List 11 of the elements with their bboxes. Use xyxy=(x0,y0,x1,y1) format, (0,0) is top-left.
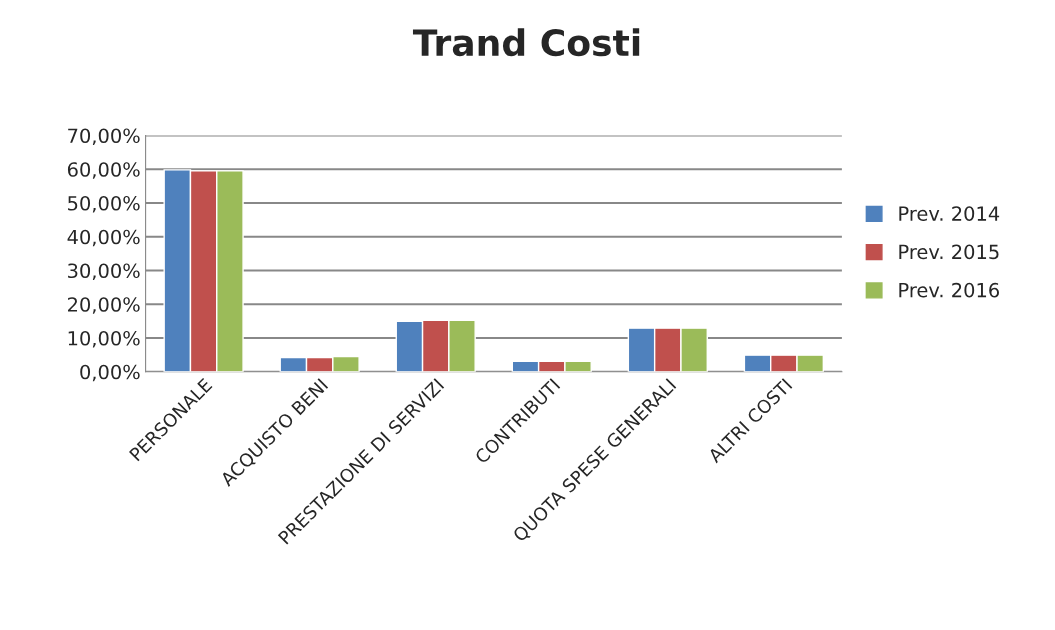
y-tick-label: 40,00% xyxy=(67,229,140,247)
y-tick-label: 50,00% xyxy=(68,195,140,213)
y-tick-label: 70,00% xyxy=(68,128,140,146)
legend-label: Prev. 2015 xyxy=(899,244,999,260)
legend-label: Prev. 2014 xyxy=(899,206,1000,221)
legend-label: Prev. 2016 xyxy=(899,282,999,298)
chart-title: Trand Costi xyxy=(412,28,640,57)
y-tick-label: 30,00% xyxy=(68,263,140,281)
y-tick-label: 60,00% xyxy=(67,162,140,179)
y-tick-label: 20,00% xyxy=(68,297,140,314)
y-tick-label: 10,00% xyxy=(68,330,140,348)
